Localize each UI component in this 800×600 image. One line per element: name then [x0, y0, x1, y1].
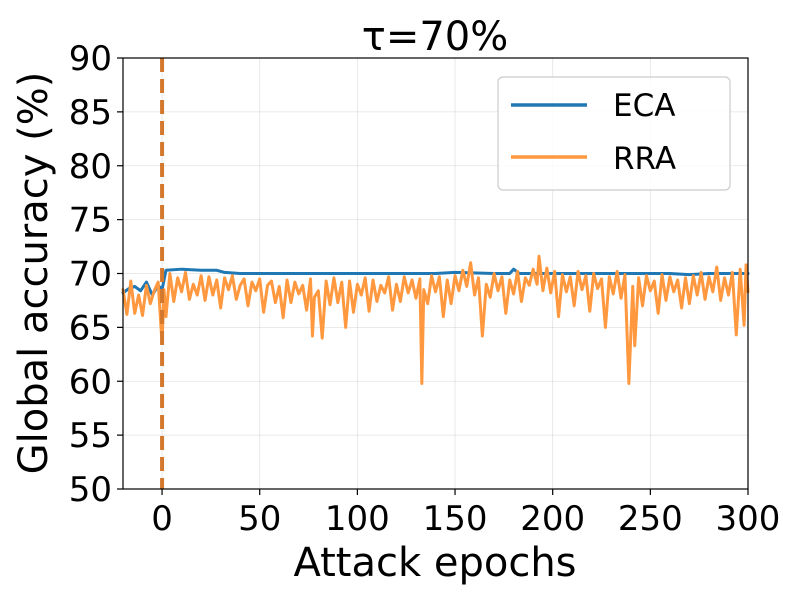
x-tick-label: 100 [325, 499, 390, 539]
y-tick-label: 60 [69, 362, 112, 402]
legend: ECA RRA [497, 76, 731, 191]
y-tick-label: 85 [69, 93, 112, 133]
x-tick-label: 0 [151, 499, 173, 539]
series-layer [121, 254, 750, 385]
x-tick-label: 50 [238, 499, 281, 539]
chart-title: τ=70% [362, 14, 509, 60]
y-tick-label: 55 [69, 416, 112, 456]
x-tick-label: 250 [618, 499, 683, 539]
y-tick-label: 50 [69, 470, 112, 510]
y-tick-label: 70 [69, 255, 112, 295]
y-tick-label: 65 [69, 308, 112, 348]
y-axis-label: Global accuracy (%) [11, 72, 57, 475]
axis-ticks: 0 50 100 150 200 250 300 50 55 60 65 70 75 80 85 90 [69, 39, 781, 539]
x-axis-label: Attack epochs [293, 540, 576, 586]
series-line-rra [121, 254, 750, 385]
y-tick-label: 75 [69, 201, 112, 241]
x-tick-label: 200 [520, 499, 585, 539]
x-tick-label: 150 [423, 499, 488, 539]
legend-label-rra: RRA [613, 141, 676, 177]
y-tick-label: 80 [69, 147, 112, 187]
x-tick-label: 300 [716, 499, 781, 539]
y-tick-label: 90 [69, 39, 112, 79]
legend-label-eca: ECA [613, 88, 675, 124]
